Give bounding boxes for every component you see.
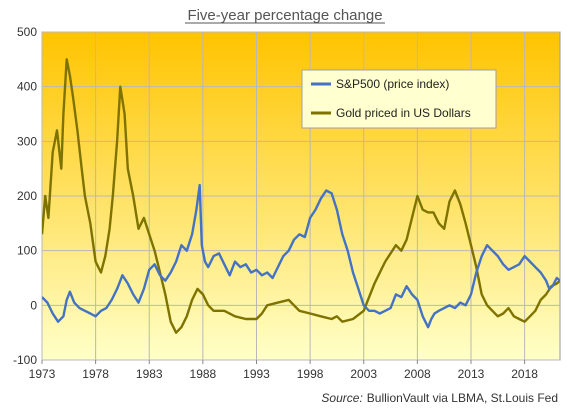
x-tick-label: 2003 (350, 367, 377, 381)
series-line-sp500 (42, 183, 560, 329)
chart-title: Five-year percentage change (187, 7, 382, 24)
x-tick-label: 2018 (511, 367, 538, 381)
series-layer (42, 58, 560, 334)
x-tick-label: 1988 (190, 367, 217, 381)
y-tick-label: -100 (13, 353, 37, 367)
x-tick-label: 1983 (136, 367, 163, 381)
y-tick-label: 100 (17, 244, 37, 258)
x-tick-label: 1973 (29, 367, 56, 381)
y-tick-label: 400 (17, 80, 37, 94)
x-tick-label: 2013 (458, 367, 485, 381)
y-tick-label: 500 (17, 25, 37, 39)
legend-box (301, 69, 497, 129)
y-axis-ticks: -100 0 100 200 300 400 500 (13, 25, 37, 367)
x-tick-label: 1993 (243, 367, 270, 381)
y-tick-label: 0 (30, 298, 37, 312)
y-tick-label: 200 (17, 189, 37, 203)
source-note: Source: BullionVault via LBMA, St.Louis F… (321, 391, 558, 405)
x-tick-label: 1998 (297, 367, 324, 381)
y-tick-label: 300 (17, 134, 37, 148)
legend-label-sp500: S&P500 (price index) (336, 77, 449, 91)
x-tick-label: 2008 (404, 367, 431, 381)
legend: S&P500 (price index) Gold priced in US D… (301, 69, 497, 129)
x-axis-ticks: 1973 1978 1983 1988 1993 1998 2003 2008 2013 2018 (29, 360, 538, 381)
source-label: Source: (321, 391, 362, 405)
source-text: BullionVault via LBMA, St.Louis Fed (367, 391, 558, 405)
series-line-gold (42, 58, 560, 334)
legend-label-gold: Gold priced in US Dollars (336, 106, 471, 120)
x-tick-label: 1978 (82, 367, 109, 381)
